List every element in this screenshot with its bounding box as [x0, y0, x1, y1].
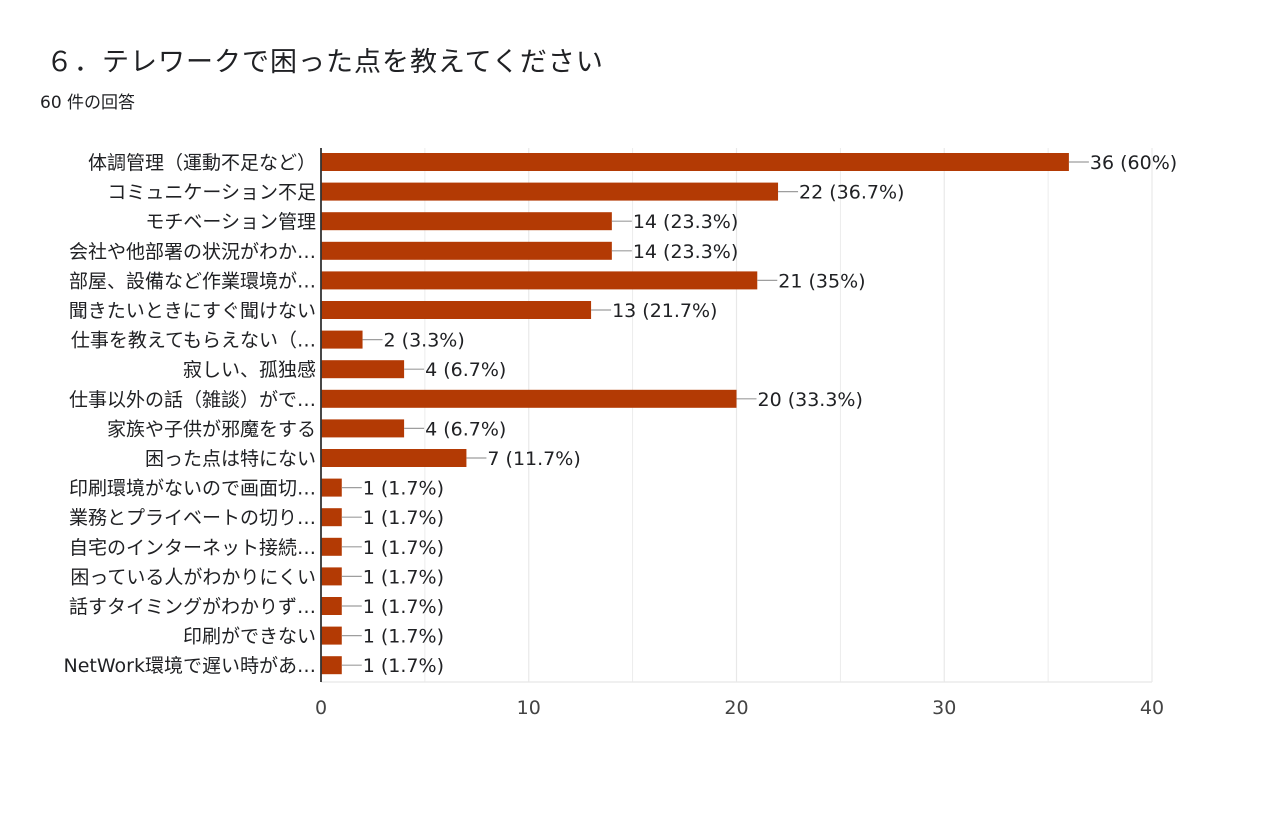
category-labels: 体調管理（運動不足など） コミュニケーション不足モチベーション管理会社や他部署の状… — [64, 152, 316, 677]
x-tick-labels: 0 10 20 30 40 — [315, 697, 1164, 719]
category-label: 自宅のインターネット接続… — [69, 537, 316, 559]
data-label: 13 (21.7%) — [612, 300, 717, 322]
bar — [321, 537, 342, 556]
grid-lines — [321, 148, 1153, 683]
data-labels: 36 (60%) 22 (36.7%) 14 (23.3%) 14 (23.3%) 21… — [341, 152, 1177, 677]
category-label: モチベーション管理 — [145, 211, 316, 233]
bar — [321, 478, 342, 497]
bar — [321, 567, 342, 586]
data-label: 22 (36.7%) — [799, 182, 904, 204]
bar — [321, 508, 342, 527]
category-label: 仕事以外の話（雑談）がで… — [69, 389, 316, 411]
x-tick-label: 20 — [724, 697, 748, 719]
data-label: 1 (1.7%) — [363, 507, 444, 529]
response-count: 60 件の回答 — [40, 93, 136, 113]
data-label: 4 (6.7%) — [425, 359, 506, 381]
category-label: 話すタイミングがわかりず… — [69, 596, 316, 618]
category-label: 業務とプライベートの切り… — [69, 507, 316, 529]
category-label: 部屋、設備など作業環境が… — [69, 270, 316, 292]
category-label: 家族や子供が邪魔をする — [107, 418, 316, 440]
bar — [321, 360, 405, 379]
category-label: 会社や他部署の状況がわか… — [69, 241, 316, 263]
bar — [321, 597, 342, 615]
bar — [321, 212, 612, 231]
data-label: 2 (3.3%) — [384, 330, 465, 352]
bar — [321, 449, 467, 467]
chart-title: ６．テレワークで困った点を教えてください — [46, 47, 604, 78]
category-label: 印刷ができない — [183, 626, 316, 648]
bar — [321, 301, 592, 319]
data-label: 1 (1.7%) — [363, 566, 444, 588]
data-label: 14 (23.3%) — [633, 241, 738, 263]
data-label: 4 (6.7%) — [425, 418, 506, 440]
bars — [321, 153, 1069, 675]
category-label: 困った点は特にない — [145, 448, 316, 470]
bar — [321, 656, 342, 675]
x-tick-label: 40 — [1140, 697, 1164, 719]
x-tick-label: 30 — [932, 697, 956, 719]
bar — [321, 330, 363, 349]
data-label: 1 (1.7%) — [363, 626, 444, 648]
category-label: 聞きたいときにすぐ聞けない — [69, 300, 316, 322]
category-label: 体調管理（運動不足など） — [88, 152, 316, 174]
data-label: 1 (1.7%) — [363, 655, 444, 677]
data-label: 1 (1.7%) — [363, 537, 444, 559]
category-label: 困っている人がわかりにくい — [70, 566, 316, 588]
category-label: NetWork環境で遅い時があ… — [64, 655, 316, 677]
data-label: 1 (1.7%) — [363, 478, 444, 500]
bar — [321, 271, 758, 290]
bar — [321, 153, 1069, 171]
category-label: 寂しい、孤独感 — [183, 359, 316, 381]
data-label: 20 (33.3%) — [758, 389, 863, 411]
bar — [321, 241, 612, 260]
category-label: コミュニケーション不足 — [107, 182, 316, 204]
bar — [321, 419, 405, 438]
category-label: 印刷環境がないので画面切… — [69, 478, 316, 500]
data-label: 1 (1.7%) — [363, 596, 444, 618]
data-label: 21 (35%) — [778, 270, 865, 292]
x-tick-label: 0 — [315, 697, 327, 719]
category-label: 仕事を教えてもらえない（… — [71, 330, 316, 352]
x-tick-label: 10 — [517, 697, 541, 719]
bar — [321, 182, 779, 201]
bar — [321, 389, 737, 408]
bar — [321, 626, 342, 645]
data-label: 36 (60%) — [1090, 152, 1177, 174]
data-label: 14 (23.3%) — [633, 211, 738, 233]
data-label: 7 (11.7%) — [487, 448, 580, 470]
